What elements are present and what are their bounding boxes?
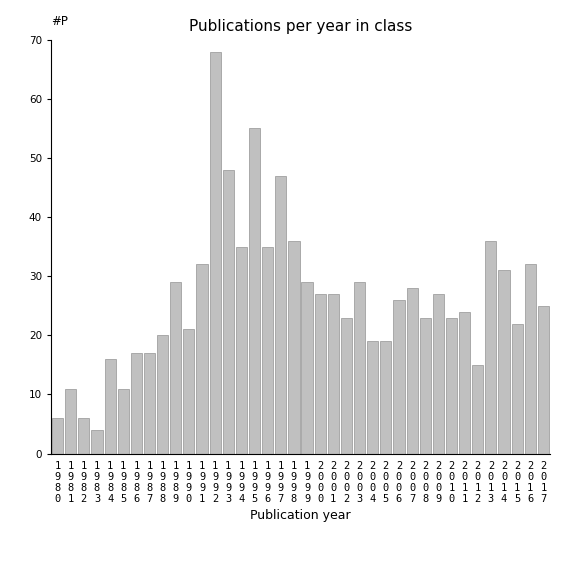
Bar <box>144 353 155 454</box>
Bar <box>511 324 523 454</box>
Bar <box>196 264 208 454</box>
Bar <box>262 247 273 454</box>
Bar <box>118 388 129 454</box>
Bar <box>459 312 470 454</box>
Bar <box>407 288 418 454</box>
Bar <box>315 294 326 454</box>
Bar <box>302 282 312 454</box>
Bar <box>393 300 405 454</box>
Bar <box>183 329 194 454</box>
Bar <box>104 359 116 454</box>
Text: #P: #P <box>51 15 68 28</box>
Bar <box>433 294 444 454</box>
Bar <box>249 128 260 454</box>
Bar <box>236 247 247 454</box>
Bar <box>538 306 549 454</box>
Bar <box>170 282 181 454</box>
Bar <box>52 418 63 454</box>
Bar <box>289 241 299 454</box>
Bar <box>210 52 221 454</box>
Bar <box>275 176 286 454</box>
Bar <box>420 318 431 454</box>
Bar <box>91 430 103 454</box>
X-axis label: Publication year: Publication year <box>250 509 351 522</box>
Bar <box>524 264 536 454</box>
Bar <box>78 418 90 454</box>
Bar <box>223 170 234 454</box>
Bar <box>446 318 457 454</box>
Bar <box>498 270 510 454</box>
Bar <box>328 294 339 454</box>
Title: Publications per year in class: Publications per year in class <box>189 19 412 35</box>
Bar <box>131 353 142 454</box>
Bar <box>472 365 483 454</box>
Bar <box>380 341 391 454</box>
Bar <box>65 388 77 454</box>
Bar <box>157 335 168 454</box>
Bar <box>367 341 378 454</box>
Bar <box>354 282 365 454</box>
Bar <box>485 241 497 454</box>
Bar <box>341 318 352 454</box>
